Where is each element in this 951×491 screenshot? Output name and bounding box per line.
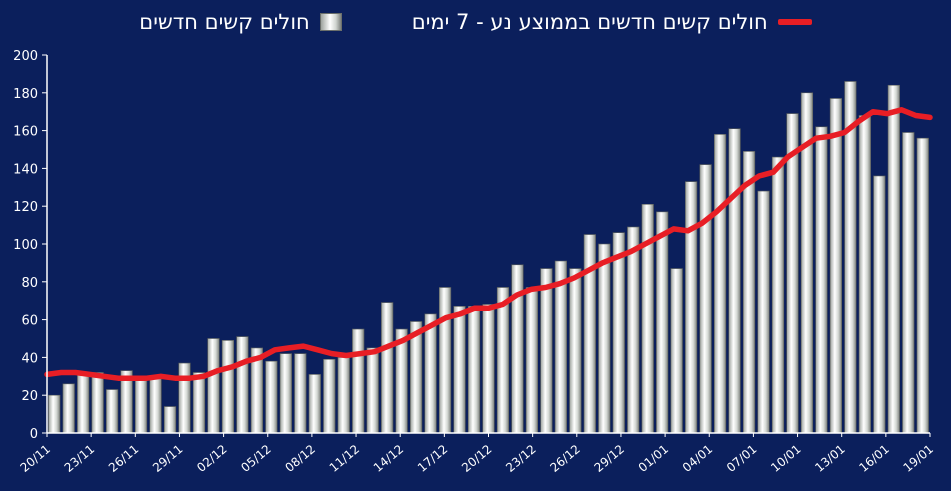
x-tick-label: 05/12 [238, 442, 273, 475]
bar [265, 360, 278, 434]
bar [381, 302, 394, 434]
x-tick-label: 29/11 [150, 442, 185, 475]
y-tick-label: 160 [13, 125, 38, 140]
x-tick-label: 20/12 [459, 442, 494, 475]
bar [337, 357, 350, 434]
bar [236, 336, 249, 434]
bar [525, 287, 539, 434]
bar [366, 347, 379, 434]
bar [294, 353, 307, 434]
bars-group [48, 81, 929, 434]
y-tick-label: 40 [21, 351, 38, 366]
bar [496, 287, 510, 434]
bar [106, 389, 119, 434]
y-tick-label: 180 [13, 87, 38, 102]
x-tick-label: 10/01 [768, 442, 803, 475]
bar [453, 306, 466, 434]
y-tick-label: 0 [30, 427, 38, 442]
bar [424, 313, 437, 434]
x-tick-label: 23/11 [62, 442, 97, 475]
bar [887, 84, 900, 434]
line-group [44, 107, 933, 381]
x-tick-label: 01/01 [636, 442, 671, 475]
x-tick-label: 20/11 [18, 442, 53, 475]
x-tick-label: 26/12 [547, 442, 582, 475]
bar [656, 211, 669, 434]
bar [482, 304, 495, 434]
bar [714, 134, 727, 434]
bar [323, 358, 336, 434]
bar [149, 377, 162, 434]
x-tick-label: 04/01 [680, 442, 715, 475]
x-tick-label: 11/12 [327, 442, 362, 475]
bar [786, 113, 799, 434]
bar [352, 328, 365, 434]
bar [438, 287, 452, 434]
bar [91, 372, 104, 434]
y-tick-label: 200 [13, 49, 38, 64]
legend-label-new-severe: חולים קשים חדשים [139, 10, 310, 34]
bar [308, 374, 321, 434]
bar [858, 115, 871, 434]
legend: חולים קשים חדשים בממוצע נע - 7 ימים חולי… [0, 10, 951, 34]
x-tick-label: 13/01 [812, 442, 847, 475]
bar [815, 126, 828, 434]
bar [279, 353, 292, 434]
y-tick-label: 100 [13, 238, 38, 253]
bar [873, 175, 886, 434]
bar [62, 383, 75, 434]
y-tick-label: 20 [21, 389, 38, 404]
bar [467, 306, 481, 434]
x-tick-label: 17/12 [415, 442, 450, 475]
y-tick-label: 60 [21, 314, 38, 329]
legend-item-new-severe: חולים קשים חדשים [139, 10, 342, 34]
bar [192, 372, 206, 434]
x-tick-label: 23/12 [503, 442, 538, 475]
bar [569, 268, 582, 434]
x-tick-label: 07/01 [724, 442, 759, 475]
bar [583, 234, 596, 434]
bar [48, 394, 61, 434]
bar [207, 338, 220, 434]
x-tick-label: 02/12 [194, 442, 229, 475]
bar [757, 190, 770, 434]
bar [511, 264, 524, 434]
bar [163, 406, 177, 434]
bar [627, 226, 640, 434]
bar [902, 132, 915, 434]
bar [612, 232, 625, 434]
bar [135, 379, 148, 434]
bar [540, 268, 553, 434]
bar [670, 268, 683, 434]
legend-swatch-bar [319, 13, 342, 31]
y-tick-label: 80 [21, 276, 38, 291]
legend-item-moving-average: חולים קשים חדשים בממוצע נע - 7 ימים [412, 10, 812, 34]
bar [829, 98, 843, 434]
x-tick-label: 19/01 [901, 442, 936, 475]
bar [742, 151, 756, 434]
bar [771, 156, 785, 434]
bar [221, 340, 235, 434]
bar [685, 181, 698, 434]
x-tick-label: 16/01 [856, 442, 891, 475]
x-tick-label: 29/12 [592, 442, 627, 475]
moving-average-line [44, 107, 933, 381]
bar [728, 128, 741, 434]
x-tick-label: 08/12 [282, 442, 317, 475]
x-tick-label: 26/11 [106, 442, 141, 475]
legend-swatch-line [777, 19, 812, 25]
bar [598, 243, 611, 434]
y-tick-label: 140 [13, 162, 38, 177]
bar [77, 372, 90, 434]
legend-label-moving-average: חולים קשים חדשים בממוצע נע - 7 ימים [411, 10, 768, 34]
y-tick-label: 120 [13, 200, 38, 215]
bar [699, 164, 712, 434]
bar [916, 137, 929, 434]
bar [178, 362, 191, 434]
x-tick-label: 14/12 [371, 442, 406, 475]
